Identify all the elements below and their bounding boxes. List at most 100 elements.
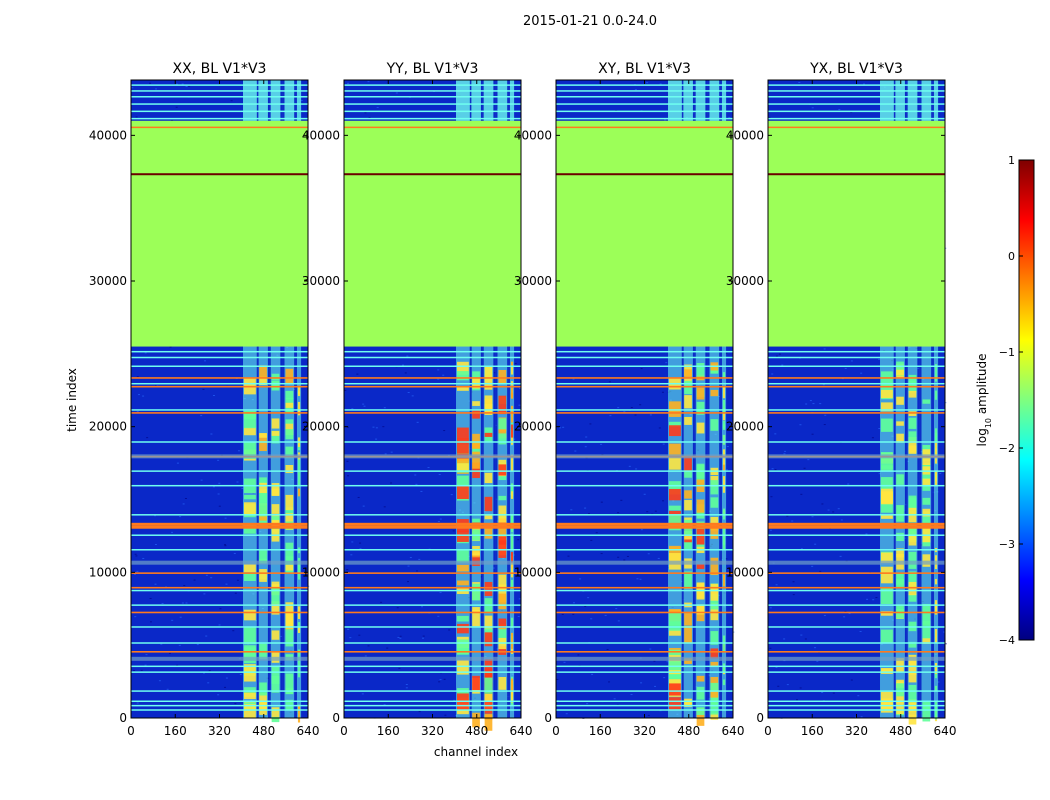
x-tick-label: 320 — [633, 724, 656, 738]
noise-speck — [301, 664, 304, 666]
noise-speck — [170, 120, 173, 122]
noise-speck — [786, 684, 789, 686]
noise-speck — [237, 450, 240, 452]
noise-speck — [204, 360, 207, 362]
flag-line — [344, 484, 521, 487]
flag-line — [131, 656, 308, 661]
colorbar-label: log10 amplitude — [975, 354, 993, 447]
hot-spot — [498, 369, 507, 385]
flag-line — [768, 549, 945, 551]
hot-spot — [259, 569, 267, 582]
noise-speck — [234, 703, 237, 705]
noise-speck — [943, 631, 946, 633]
noise-speck — [725, 352, 728, 354]
flag-line — [768, 412, 945, 414]
flag-line — [768, 126, 945, 129]
noise-speck — [239, 674, 242, 676]
noise-speck — [604, 614, 607, 616]
flag-line — [131, 671, 308, 673]
flag-line — [344, 377, 521, 379]
hot-spot — [457, 688, 469, 699]
noise-speck — [850, 360, 853, 362]
noise-speck — [448, 629, 451, 631]
hot-spot — [297, 455, 301, 471]
flag-line — [131, 412, 308, 414]
channel-band — [721, 80, 727, 718]
x-tick-label: 320 — [421, 724, 444, 738]
flag-line — [556, 656, 733, 661]
noise-speck — [344, 389, 347, 391]
flag-line — [131, 103, 308, 105]
noise-speck — [405, 684, 408, 686]
noise-speck — [823, 348, 826, 350]
hot-spot — [722, 679, 726, 686]
noise-speck — [208, 670, 211, 672]
hot-spot — [684, 456, 692, 472]
y-tick-label: 40000 — [302, 128, 340, 142]
flag-line — [556, 84, 733, 86]
noise-speck — [368, 117, 371, 119]
noise-speck — [380, 601, 383, 603]
noise-speck — [838, 109, 841, 111]
hot-spot — [285, 507, 294, 516]
hot-spot — [457, 659, 469, 675]
noise-speck — [364, 112, 367, 114]
hot-spot — [684, 699, 692, 707]
noise-speck — [585, 436, 588, 438]
noise-speck — [518, 404, 521, 406]
hot-spot — [472, 607, 480, 613]
hot-spot — [696, 707, 705, 715]
noise-speck — [904, 537, 907, 539]
panel-0: XX, BL V1*V3 0 160 320 480 640 0 10000 20000 3000… — [89, 61, 320, 738]
flag-line — [556, 356, 733, 359]
hot-spot — [498, 433, 507, 445]
noise-speck — [800, 634, 803, 636]
noise-speck — [821, 503, 824, 505]
flag-line — [344, 365, 521, 367]
hot-spot — [510, 562, 514, 578]
hot-spot — [696, 362, 705, 377]
hot-spot — [669, 425, 681, 437]
flag-line — [556, 514, 733, 516]
noise-speck — [606, 648, 609, 650]
hot-spot — [510, 424, 514, 438]
hot-spot — [472, 409, 480, 419]
flag-line — [131, 173, 308, 176]
noise-speck — [769, 647, 772, 649]
hot-spot — [908, 528, 917, 546]
channel-band — [683, 80, 693, 121]
hot-spot — [881, 491, 893, 505]
channel-band — [483, 80, 494, 121]
flag-line — [131, 382, 308, 385]
hot-spot — [457, 549, 469, 563]
flag-line — [344, 356, 521, 359]
noise-speck — [663, 119, 666, 121]
colorbar-tick-label: −2 — [999, 442, 1015, 455]
noise-speck — [181, 602, 184, 604]
channel-band — [243, 80, 257, 121]
noise-speck — [224, 686, 227, 688]
noise-speck — [577, 654, 580, 656]
figure-title: 2015-01-21 0.0-24.0 — [523, 14, 657, 29]
noise-speck — [437, 615, 440, 617]
hot-spot — [498, 395, 507, 405]
hot-spot — [908, 714, 917, 725]
noise-speck — [574, 450, 577, 452]
noise-speck — [647, 553, 650, 555]
hot-spot — [484, 526, 493, 539]
noise-speck — [395, 92, 398, 94]
x-tick-label: 480 — [465, 724, 488, 738]
noise-speck — [359, 542, 362, 544]
channel-band — [721, 80, 727, 121]
hot-spot — [498, 418, 507, 430]
flag-line — [768, 586, 945, 589]
hot-spot — [896, 702, 904, 715]
noise-speck — [774, 433, 777, 435]
hot-spot — [710, 557, 719, 576]
hot-spot — [285, 542, 294, 561]
hot-spot — [271, 380, 280, 391]
hot-spot — [271, 666, 280, 684]
noise-speck — [613, 698, 616, 700]
noise-speck — [390, 451, 393, 453]
flag-line — [556, 382, 733, 385]
